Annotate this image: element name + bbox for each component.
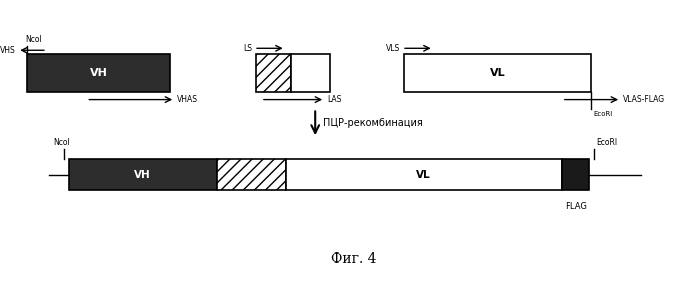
Text: NcoI: NcoI (25, 35, 42, 44)
Bar (68, 159, 216, 190)
Bar (256, 54, 290, 92)
Text: VL: VL (490, 68, 505, 78)
Bar (290, 54, 330, 92)
Text: VL: VL (417, 170, 431, 180)
Text: LS: LS (243, 44, 252, 53)
Bar (404, 54, 591, 92)
Text: LAS: LAS (327, 95, 341, 104)
Bar (216, 159, 285, 190)
Text: NcoI: NcoI (53, 138, 70, 147)
Text: VHAS: VHAS (177, 95, 198, 104)
Bar (27, 54, 170, 92)
Text: EcoRI: EcoRI (596, 138, 618, 147)
Text: Фиг. 4: Фиг. 4 (331, 252, 376, 266)
Bar (285, 159, 562, 190)
Text: EcoRI: EcoRI (593, 112, 613, 118)
Text: VHS: VHS (0, 46, 15, 55)
Text: VH: VH (134, 170, 151, 180)
Text: ПЦР-рекомбинация: ПЦР-рекомбинация (323, 118, 423, 128)
Text: VLAS-FLAG: VLAS-FLAG (623, 95, 665, 104)
Bar (562, 159, 590, 190)
Text: VLS: VLS (386, 44, 400, 53)
Text: FLAG: FLAG (565, 202, 586, 211)
Text: VH: VH (90, 68, 107, 78)
